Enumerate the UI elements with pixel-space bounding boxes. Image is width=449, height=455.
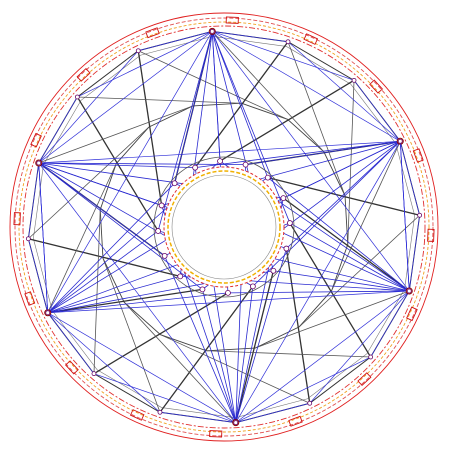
node	[156, 228, 161, 233]
node	[265, 175, 270, 180]
node	[200, 287, 205, 292]
node	[46, 311, 50, 315]
node	[352, 78, 356, 82]
node	[286, 40, 290, 44]
node	[136, 49, 140, 53]
node	[26, 237, 30, 241]
node	[158, 410, 162, 414]
node	[159, 203, 164, 208]
node	[271, 268, 276, 273]
node	[92, 372, 96, 376]
node	[284, 246, 289, 251]
node	[369, 355, 373, 359]
node	[75, 95, 79, 99]
hub-core	[172, 175, 276, 279]
node	[172, 181, 177, 186]
node	[287, 221, 292, 226]
node	[193, 165, 198, 170]
node	[225, 290, 230, 295]
node	[308, 401, 312, 405]
cad-drawing	[0, 0, 449, 455]
node	[398, 139, 402, 143]
node	[243, 162, 248, 167]
node	[218, 159, 223, 164]
node	[250, 284, 255, 289]
node	[418, 213, 422, 217]
node	[210, 29, 214, 33]
page: (() => { const data = JSON.parse(documen…	[0, 0, 449, 455]
node	[162, 253, 167, 258]
node	[281, 196, 286, 201]
node	[178, 274, 183, 279]
node	[407, 289, 411, 293]
node	[37, 161, 41, 165]
node	[234, 421, 238, 425]
